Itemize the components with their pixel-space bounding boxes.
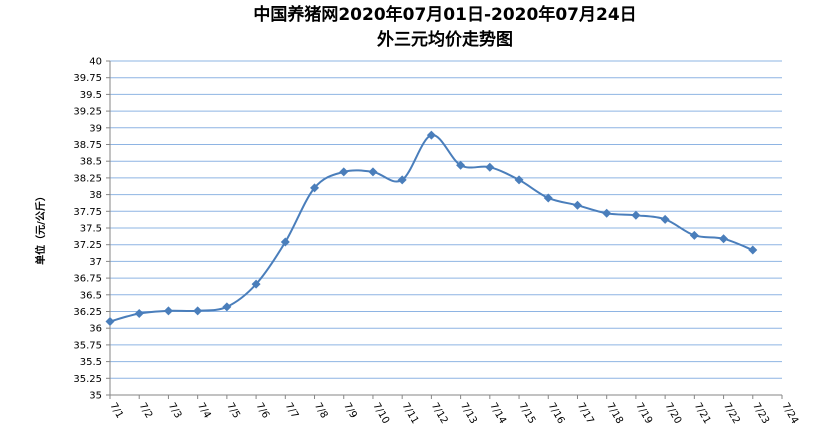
y-tick-label: 36.5 [80, 290, 102, 301]
y-tick-label: 36.75 [73, 274, 102, 285]
x-tick-label: 7/2 [137, 401, 155, 420]
y-tick-label: 36 [89, 324, 102, 335]
y-tick-label: 36.25 [73, 307, 102, 318]
marker [397, 175, 407, 185]
marker [719, 234, 729, 244]
marker [485, 162, 495, 172]
x-tick-label: 7/18 [604, 401, 625, 426]
x-tick-label: 7/1 [107, 401, 125, 420]
marker [660, 214, 670, 224]
x-tick-label: 7/14 [487, 401, 508, 426]
marker [748, 245, 758, 255]
y-tick-label: 38.75 [73, 140, 102, 151]
x-tick-label: 7/22 [721, 401, 742, 426]
marker [105, 317, 115, 327]
x-tick-label: 7/17 [575, 401, 596, 426]
y-tick-label: 37 [89, 257, 102, 268]
x-tick-label: 7/5 [224, 401, 242, 420]
y-tick-label: 35.25 [73, 374, 102, 385]
x-tick-label: 7/11 [400, 401, 421, 426]
y-tick-label: 39.75 [73, 73, 102, 84]
marker [631, 210, 641, 220]
y-tick-label: 35.75 [73, 340, 102, 351]
y-tick-label: 37.5 [80, 224, 102, 235]
x-tick-label: 7/6 [253, 401, 271, 420]
marker [543, 193, 553, 203]
y-axis-label: 单位（元/公斤） [34, 191, 47, 265]
marker [368, 167, 378, 177]
marker [572, 200, 582, 210]
x-tick-label: 7/15 [516, 401, 537, 426]
x-tick-label: 7/8 [312, 401, 330, 420]
chart-subtitle: 外三元均价走势图 [377, 29, 513, 50]
y-tick-label: 38.5 [80, 157, 102, 168]
marker [134, 309, 144, 319]
marker [193, 306, 203, 316]
y-tick-label: 40 [89, 57, 102, 68]
y-tick-label: 39 [89, 123, 102, 134]
marker [222, 302, 232, 312]
x-tick-label: 7/13 [458, 401, 479, 426]
x-tick-label: 7/24 [779, 401, 800, 426]
x-tick-label: 7/21 [692, 401, 713, 426]
marker [251, 279, 261, 289]
x-tick-label: 7/4 [195, 401, 213, 420]
marker [689, 230, 699, 240]
marker [163, 306, 173, 316]
x-tick-label: 7/16 [546, 401, 567, 426]
marker [456, 160, 466, 170]
x-tick-label: 7/3 [166, 401, 184, 420]
marker [310, 183, 320, 193]
y-tick-label: 37.25 [73, 240, 102, 251]
x-tick-label: 7/7 [283, 401, 301, 420]
x-tick-label: 7/23 [750, 401, 771, 426]
y-tick-label: 38.25 [73, 173, 102, 184]
marker [280, 237, 290, 247]
y-tick-label: 39.25 [73, 107, 102, 118]
marker [339, 167, 349, 177]
y-tick-label: 37.75 [73, 207, 102, 218]
x-tick-label: 7/20 [663, 401, 684, 426]
x-tick-label: 7/10 [370, 401, 391, 426]
marker [602, 208, 612, 218]
y-tick-label: 35 [89, 391, 102, 402]
chart-title: 中国养猪网2020年07月01日-2020年07月24日 [253, 4, 636, 25]
y-tick-label: 39.5 [80, 90, 102, 101]
y-tick-label: 38 [89, 190, 102, 201]
marker [514, 175, 524, 185]
x-tick-label: 7/19 [633, 401, 654, 426]
x-tick-label: 7/12 [429, 401, 450, 426]
x-tick-label: 7/9 [341, 401, 359, 420]
y-tick-label: 35.5 [80, 357, 102, 368]
marker [426, 130, 436, 140]
